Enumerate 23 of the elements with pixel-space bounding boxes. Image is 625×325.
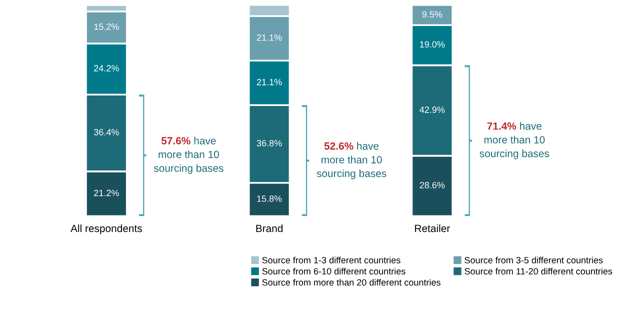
- data-label: 15.2%: [94, 23, 119, 30]
- data-label: 42.9%: [420, 106, 445, 113]
- legend-label: Source from 11-20 different countries: [464, 268, 612, 275]
- data-label: 19.0%: [420, 41, 445, 48]
- annotation: 52.6% have more than 10 sourcing bases: [316, 142, 386, 180]
- data-label: 21.1%: [256, 34, 282, 41]
- x-tick-label: All respondents: [70, 224, 142, 234]
- data-label: 9.5%: [422, 11, 442, 18]
- data-label: 21.2%: [94, 190, 119, 196]
- x-tick-label: Retailer: [415, 224, 450, 232]
- legend-label: Source from 6-10 different countries: [262, 268, 406, 275]
- data-label: 15.8%: [257, 195, 282, 202]
- data-label: 24.2%: [94, 65, 119, 72]
- annotation: 57.6% have more than 10 sourcing bases: [154, 136, 224, 174]
- legend-label: Source from 3-5 different countries: [464, 256, 603, 264]
- data-label: 36.8%: [256, 140, 282, 146]
- annotation: 71.4% have more than 10 sourcing bases: [480, 122, 550, 160]
- data-label: 28.6%: [420, 182, 445, 188]
- legend-label: Source from 1-3 different countries: [262, 256, 400, 264]
- x-tick-label: Brand: [256, 224, 283, 232]
- data-label: 21.1%: [256, 78, 282, 86]
- data-label: 36.4%: [94, 129, 119, 136]
- legend-label: Source from more than 20 different countries: [262, 279, 440, 286]
